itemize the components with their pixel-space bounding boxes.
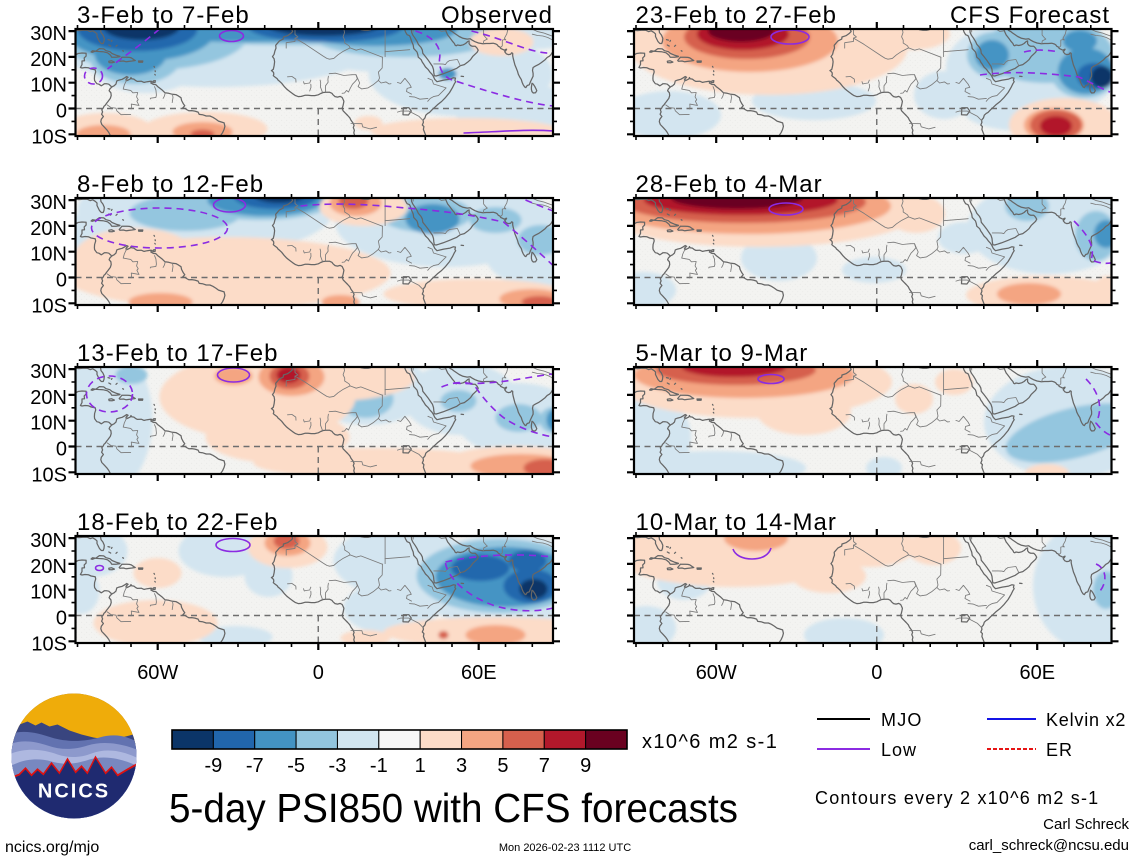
svg-text:10-Mar to 14-Mar: 10-Mar to 14-Mar <box>636 509 837 536</box>
svg-text:30N: 30N <box>30 530 67 552</box>
svg-text:10N: 10N <box>30 75 67 97</box>
svg-text:Carl Schreck: Carl Schreck <box>1043 816 1129 833</box>
svg-text:20N: 20N <box>30 556 67 578</box>
svg-text:10N: 10N <box>30 413 67 435</box>
svg-text:10N: 10N <box>30 582 67 604</box>
svg-text:13-Feb to 17-Feb: 13-Feb to 17-Feb <box>77 340 278 367</box>
svg-text:0: 0 <box>56 101 67 123</box>
svg-text:30N: 30N <box>30 192 67 214</box>
svg-text:60W: 60W <box>137 662 178 684</box>
svg-text:-5: -5 <box>287 755 305 777</box>
svg-text:5-day PSI850 with CFS forecast: 5-day PSI850 with CFS forecasts <box>169 785 738 831</box>
svg-text:23-Feb to 27-Feb: 23-Feb to 27-Feb <box>636 2 837 29</box>
svg-text:0: 0 <box>313 662 324 684</box>
svg-text:NCICS: NCICS <box>38 781 110 803</box>
svg-text:30N: 30N <box>30 23 67 45</box>
svg-text:MJO: MJO <box>881 710 923 730</box>
svg-text:Kelvin x2: Kelvin x2 <box>1046 710 1126 730</box>
svg-text:-9: -9 <box>204 755 222 777</box>
svg-text:5: 5 <box>497 755 508 777</box>
svg-text:carl_schreck@ncsu.edu: carl_schreck@ncsu.edu <box>969 837 1129 854</box>
svg-text:10N: 10N <box>30 244 67 266</box>
svg-text:10S: 10S <box>31 295 67 317</box>
svg-text:3: 3 <box>456 755 467 777</box>
svg-text:10S: 10S <box>31 126 67 148</box>
svg-text:60W: 60W <box>696 662 737 684</box>
svg-text:Observed: Observed <box>441 2 553 29</box>
svg-text:30N: 30N <box>30 361 67 383</box>
svg-text:7: 7 <box>539 755 550 777</box>
svg-text:ER: ER <box>1046 740 1073 760</box>
svg-text:60E: 60E <box>461 662 497 684</box>
svg-text:3-Feb to 7-Feb: 3-Feb to 7-Feb <box>77 2 250 29</box>
svg-text:Contours every 2 x10^6 m2 s-1: Contours every 2 x10^6 m2 s-1 <box>815 788 1099 808</box>
svg-text:20N: 20N <box>30 49 67 71</box>
svg-text:Low: Low <box>881 740 917 760</box>
svg-text:x10^6 m2 s-1: x10^6 m2 s-1 <box>642 731 778 753</box>
svg-text:60E: 60E <box>1019 662 1055 684</box>
svg-text:0: 0 <box>871 662 882 684</box>
svg-text:5-Mar to 9-Mar: 5-Mar to 9-Mar <box>636 340 809 367</box>
svg-text:-7: -7 <box>246 755 264 777</box>
svg-text:10S: 10S <box>31 464 67 486</box>
svg-text:0: 0 <box>56 439 67 461</box>
svg-text:ncics.org/mjo: ncics.org/mjo <box>5 839 99 856</box>
svg-text:8-Feb to 12-Feb: 8-Feb to 12-Feb <box>77 171 264 198</box>
svg-text:1: 1 <box>415 755 426 777</box>
svg-text:20N: 20N <box>30 387 67 409</box>
svg-text:10S: 10S <box>31 633 67 655</box>
svg-text:28-Feb to 4-Mar: 28-Feb to 4-Mar <box>636 171 823 198</box>
svg-text:20N: 20N <box>30 218 67 240</box>
svg-text:18-Feb to 22-Feb: 18-Feb to 22-Feb <box>77 509 278 536</box>
svg-text:0: 0 <box>56 270 67 292</box>
svg-text:-3: -3 <box>329 755 347 777</box>
svg-text:CFS Forecast: CFS Forecast <box>950 2 1110 29</box>
svg-text:Mon 2026-02-23 1112 UTC: Mon 2026-02-23 1112 UTC <box>499 842 631 854</box>
svg-text:9: 9 <box>580 755 591 777</box>
svg-text:-1: -1 <box>370 755 388 777</box>
svg-text:0: 0 <box>56 608 67 630</box>
